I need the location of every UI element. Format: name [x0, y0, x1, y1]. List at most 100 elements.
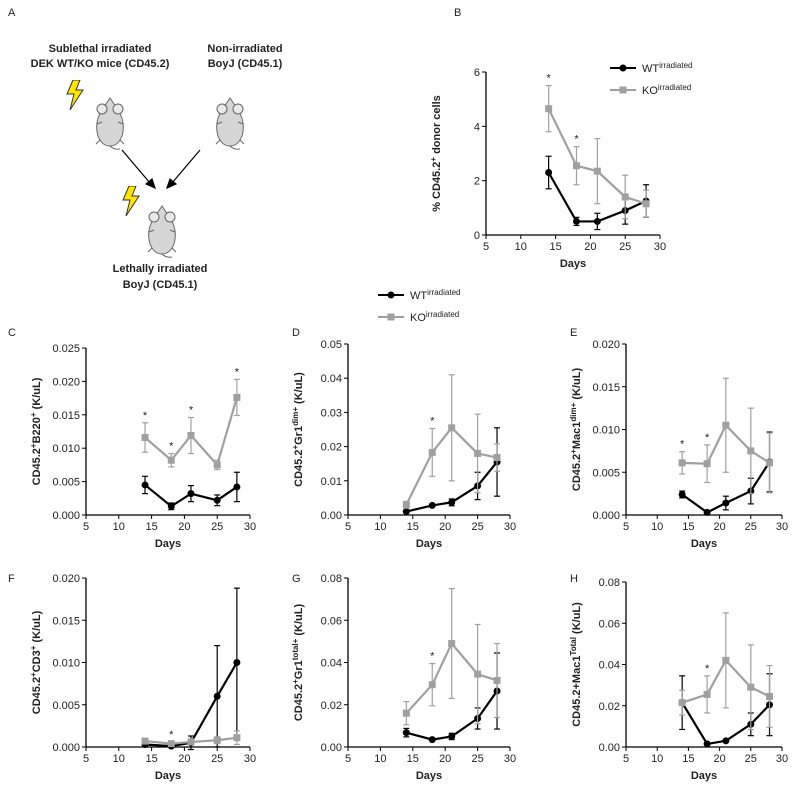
y-axis-label-part: (K/uL): [293, 604, 305, 639]
y-axis-label-sup: +: [429, 157, 438, 162]
y-axis-label-part: (K/uL): [571, 602, 583, 637]
x-tick-label: 10: [113, 753, 125, 765]
significance-mark: *: [143, 410, 148, 422]
competitor-label: BoyJ (CD45.1): [208, 58, 283, 70]
x-tick-label: 30: [504, 753, 516, 765]
data-point: [428, 501, 436, 509]
data-point: [233, 393, 241, 401]
data-point: [474, 670, 482, 678]
series: [402, 374, 501, 509]
y-axis-label-part: CD45.2: [31, 677, 43, 714]
legend-sup: irradiated: [658, 83, 691, 92]
y-axis-label-sup: +: [291, 445, 300, 450]
panel-label: F: [8, 573, 15, 585]
data-point: [402, 729, 410, 737]
data-point: [593, 217, 601, 225]
y-tick-label: 0.03: [321, 407, 342, 419]
y-axis-label-part: CD3: [31, 650, 43, 672]
y-tick-label: 0.020: [52, 376, 80, 388]
y-axis-label-sup: dim+: [291, 407, 300, 426]
donor-mouse: [95, 97, 125, 150]
data-point: [187, 490, 195, 498]
x-tick-label: 15: [549, 241, 561, 253]
x-axis-label: Days: [416, 538, 442, 550]
data-point: [703, 460, 711, 468]
y-tick-label: 0.02: [321, 442, 342, 454]
y-tick-label: 4: [474, 121, 480, 133]
y-axis-label-part: donor cells: [431, 95, 443, 157]
y-tick-label: 0: [474, 230, 480, 242]
x-tick-label: 20: [713, 521, 725, 533]
significance-mark: *: [546, 73, 551, 85]
x-tick-label: 30: [776, 753, 788, 765]
legend-name: KO: [642, 85, 658, 97]
y-tick-label: 0.00: [321, 510, 342, 522]
x-tick-label: 15: [145, 753, 157, 765]
irradiation-icon: [66, 80, 84, 110]
x-tick-label: 20: [178, 753, 190, 765]
panel-label: G: [292, 573, 301, 585]
recipient-label: BoyJ (CD45.1): [123, 279, 198, 291]
data-point: [545, 105, 553, 113]
significance-mark: *: [430, 651, 435, 663]
y-axis-label-part: (K/uL): [31, 377, 43, 412]
y-axis-label-part: Gr1: [293, 660, 305, 679]
y-tick-label: 0.02: [599, 701, 620, 713]
y-axis-label-part: (K/uL): [293, 372, 305, 407]
data-point: [448, 424, 456, 432]
data-point: [167, 502, 175, 510]
data-point: [621, 193, 629, 201]
x-tick-label: 30: [244, 521, 256, 533]
data-point: [572, 217, 580, 225]
y-axis-label-part: (K/uL): [31, 610, 43, 645]
y-axis-label-sup: +: [569, 449, 578, 454]
data-point: [141, 434, 149, 442]
x-tick-label: 15: [407, 753, 419, 765]
y-axis-label-sup: dim+: [569, 402, 578, 421]
legend-sup: irradiated: [427, 288, 460, 297]
significance-mark: *: [574, 134, 579, 146]
x-tick-label: 25: [471, 521, 483, 533]
y-axis-label-part: CD45.2: [293, 684, 305, 721]
y-axis-label: CD45.2+Gr1dim+ (K/uL): [291, 372, 306, 487]
donor-label: DEK WT/KO mice (CD45.2): [31, 58, 170, 70]
series: [678, 377, 774, 495]
y-tick-label: 0.04: [599, 660, 620, 672]
data-point: [402, 709, 410, 717]
y-axis-label-sup: total+: [291, 638, 300, 660]
panel-label: C: [8, 327, 16, 339]
x-tick-label: 15: [682, 521, 694, 533]
y-axis-label-part: % CD45.2: [431, 162, 443, 212]
data-point: [747, 447, 755, 455]
y-tick-label: 6: [474, 67, 480, 79]
x-tick-label: 5: [345, 753, 351, 765]
y-tick-label: 0.04: [321, 373, 342, 385]
x-tick-label: 5: [83, 521, 89, 533]
y-tick-label: 0.010: [52, 658, 80, 670]
data-point: [213, 692, 221, 700]
y-axis-label: CD45.2+Mac1dim+ (K/uL): [569, 368, 584, 492]
y-axis-label-sup: +: [29, 412, 38, 417]
x-tick-label: 15: [145, 521, 157, 533]
x-tick-label: 30: [244, 753, 256, 765]
data-point: [233, 659, 241, 666]
series: [141, 378, 241, 471]
y-axis-label-part: CD45.2: [571, 454, 583, 491]
x-tick-label: 10: [374, 753, 386, 765]
y-tick-label: 0.025: [52, 343, 80, 355]
y-axis-label-sup: Total: [569, 637, 578, 656]
data-point: [474, 449, 482, 457]
data-point: [213, 736, 221, 744]
data-point: [703, 690, 711, 698]
x-tick-label: 10: [515, 241, 527, 253]
x-axis-label: Days: [155, 770, 181, 782]
data-point: [448, 732, 456, 740]
y-tick-label: 0.08: [321, 573, 342, 585]
y-tick-label: 0.08: [599, 577, 620, 589]
data-point: [167, 740, 175, 748]
y-tick-label: 0.000: [592, 510, 620, 522]
data-point: [141, 737, 149, 745]
x-axis-label: Days: [155, 538, 181, 550]
data-point: [747, 683, 755, 691]
y-axis-label-sup: +: [291, 679, 300, 684]
